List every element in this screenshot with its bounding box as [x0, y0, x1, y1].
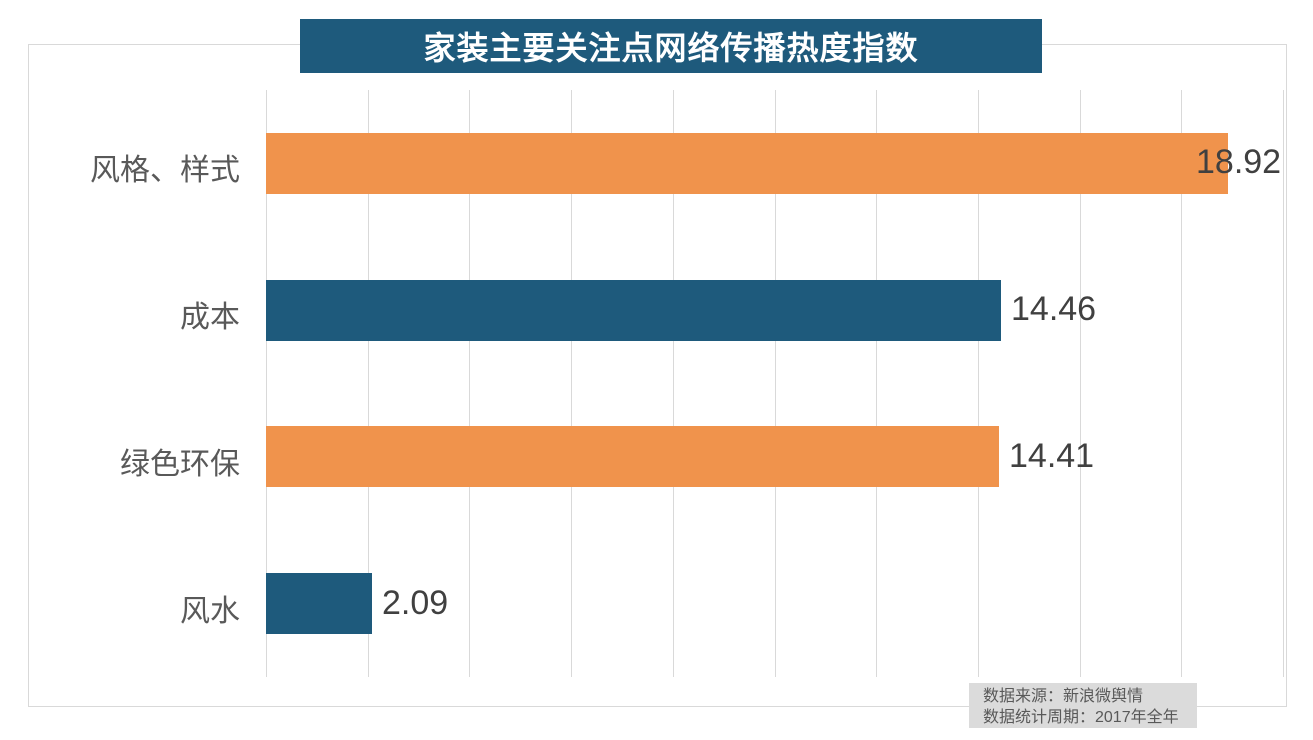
bar-row: 成本 14.46: [180, 237, 1283, 384]
bar: [266, 426, 999, 488]
bar-row: 风水 2.09: [180, 530, 1283, 677]
gridline: [673, 90, 674, 677]
value-label: 14.41: [1009, 436, 1095, 475]
category-label: 成本: [180, 301, 240, 335]
source-note-line1: 数据来源：新浪微舆情: [983, 688, 1144, 705]
gridline: [469, 90, 470, 677]
bar: [266, 279, 1001, 341]
gridline: [978, 90, 979, 677]
category-label: 风格、样式: [90, 154, 240, 188]
gridline: [1080, 90, 1081, 677]
value-label: 2.09: [382, 583, 449, 622]
value-label: 18.92: [1196, 143, 1282, 182]
gridline: [571, 90, 572, 677]
gridline: [876, 90, 877, 677]
category-label: 绿色环保: [120, 447, 240, 481]
gridline: [266, 90, 267, 677]
gridline: [368, 90, 369, 677]
source-note: 数据来源：新浪微舆情 数据统计周期：2017年全年: [969, 683, 1197, 728]
plot-area: 风格、样式 18.92 成本 14.46 绿色环保 14.41 风水 2.09: [90, 90, 1284, 677]
bar: [266, 573, 372, 635]
source-note-line2: 数据统计周期：2017年全年: [983, 709, 1179, 726]
bar: [266, 132, 1228, 194]
bar-row: 绿色环保 14.41: [120, 384, 1283, 531]
bar-row: 风格、样式 18.92: [90, 90, 1283, 237]
gridline: [1283, 90, 1284, 677]
chart-title: 家装主要关注点网络传播热度指数: [423, 30, 919, 66]
value-label: 14.46: [1011, 290, 1097, 329]
gridline: [775, 90, 776, 677]
category-label: 风水: [180, 594, 240, 628]
gridline: [1181, 90, 1182, 677]
chart-title-banner: 家装主要关注点网络传播热度指数: [300, 19, 1042, 73]
